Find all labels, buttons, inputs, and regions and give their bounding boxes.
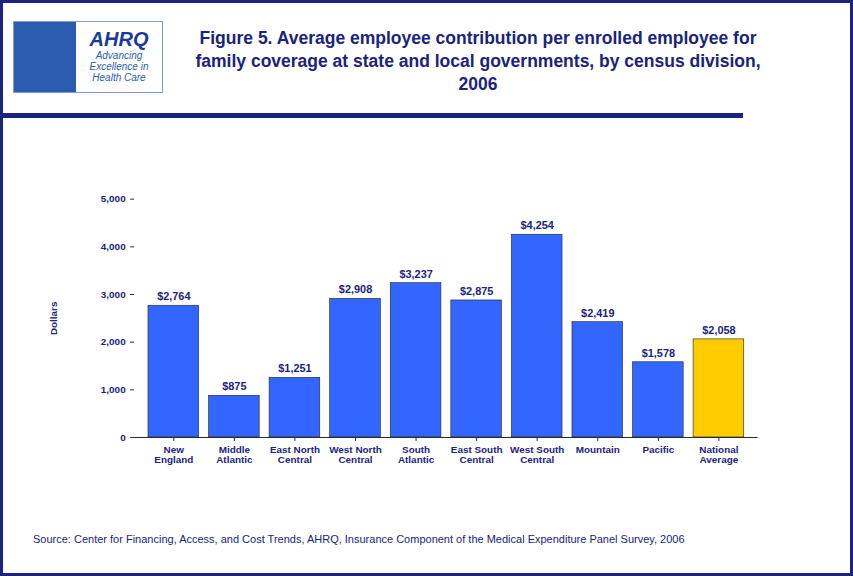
- svg-text:$1,251: $1,251: [278, 362, 311, 374]
- svg-text:MiddleAtlantic: MiddleAtlantic: [216, 444, 253, 465]
- html-text:Source: Center for Financing,: Source: Center for Financing, Access, an…: [33, 533, 685, 545]
- svg-text:1,000: 1,000: [101, 384, 126, 395]
- svg-text:West SouthCentral: West SouthCentral: [510, 444, 564, 465]
- svg-text:East NorthCentral: East NorthCentral: [270, 444, 320, 465]
- svg-text:$2,419: $2,419: [581, 307, 614, 319]
- svg-text:2,000: 2,000: [101, 336, 126, 347]
- svg-text:$2,875: $2,875: [460, 285, 493, 297]
- html-text:AHRQ: AHRQ: [89, 28, 149, 50]
- svg-text:SouthAtlantic: SouthAtlantic: [398, 444, 435, 465]
- svg-text:$4,254: $4,254: [521, 219, 554, 231]
- svg-text:East SouthCentral: East SouthCentral: [451, 444, 503, 465]
- html-text:Figure 5. Average employee con: Figure 5. Average employee contribution …: [195, 28, 761, 94]
- svg-text:$2,058: $2,058: [702, 324, 735, 336]
- svg-text:4,000: 4,000: [101, 241, 126, 252]
- svg-text:Mountain: Mountain: [576, 444, 620, 455]
- svg-text:$3,237: $3,237: [399, 268, 432, 280]
- svg-text:$875: $875: [222, 380, 246, 392]
- svg-text:3,000: 3,000: [101, 289, 126, 300]
- svg-text:$1,578: $1,578: [642, 347, 675, 359]
- svg-text:$2,908: $2,908: [339, 283, 372, 295]
- svg-text:Dollars: Dollars: [48, 301, 59, 335]
- svg-text:NewEngland: NewEngland: [154, 444, 193, 465]
- svg-text:West NorthCentral: West NorthCentral: [329, 444, 382, 465]
- html-text:Advancing Excellence in Health: Advancing Excellence in Health Care: [89, 50, 149, 83]
- svg-text:$2,764: $2,764: [157, 290, 190, 302]
- svg-text:0: 0: [120, 432, 126, 443]
- svg-text:NationalAverage: NationalAverage: [699, 444, 738, 465]
- svg-text:Pacific: Pacific: [642, 444, 674, 455]
- svg-text:5,000: 5,000: [101, 193, 126, 204]
